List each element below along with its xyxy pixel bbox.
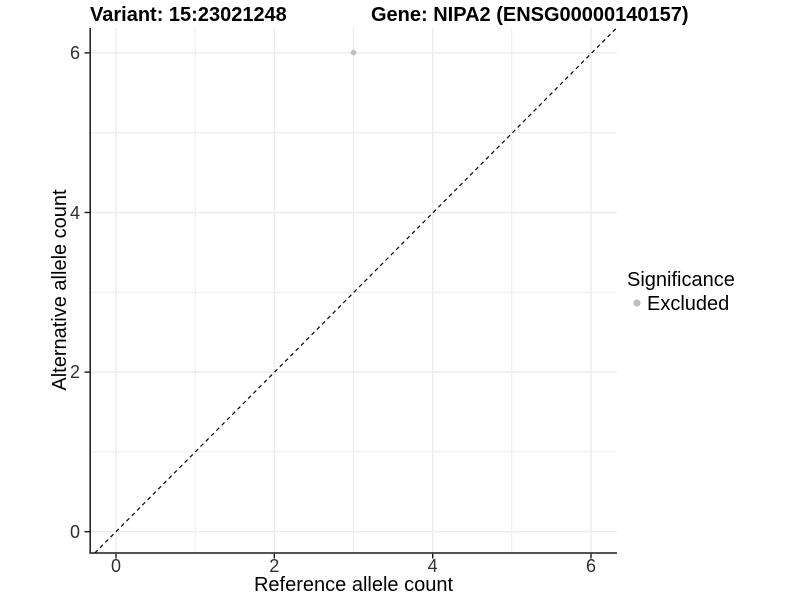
legend-point-icon bbox=[633, 299, 641, 307]
data-point-excluded bbox=[350, 49, 357, 56]
x-tick-label-4: 4 bbox=[427, 556, 438, 576]
legend-title: Significance bbox=[627, 269, 735, 291]
y-tick-label-6: 6 bbox=[69, 42, 80, 63]
legend-item-excluded: Excluded bbox=[627, 292, 735, 316]
x-tick-label-2: 2 bbox=[269, 556, 280, 576]
gridlines-minor-vertical bbox=[194, 28, 513, 553]
y-tick-label-2: 2 bbox=[69, 362, 80, 383]
legend-key-dot bbox=[633, 299, 641, 307]
x-axis-title: Reference allele count bbox=[253, 574, 453, 596]
gridlines-minor-horizontal bbox=[90, 132, 617, 453]
y-axis-ticks bbox=[84, 52, 90, 533]
plot-title-variant: Variant: 15:23021248 bbox=[90, 4, 287, 26]
y-tick-label-0: 0 bbox=[69, 521, 80, 542]
x-tick-label-0: 0 bbox=[110, 556, 122, 576]
x-axis-ticks bbox=[115, 553, 592, 559]
gridlines-major-vertical bbox=[115, 28, 592, 553]
plot-title-gene: Gene: NIPA2 (ENSG00000140157) bbox=[371, 4, 689, 26]
x-tick-label-6: 6 bbox=[585, 556, 597, 576]
y-axis-title: Alternative allele count bbox=[49, 189, 71, 391]
identity-line bbox=[94, 27, 617, 554]
y-tick-label-4: 4 bbox=[69, 202, 80, 223]
legend: Significance Excluded bbox=[627, 268, 735, 316]
legend-item-label: Excluded bbox=[647, 293, 730, 315]
